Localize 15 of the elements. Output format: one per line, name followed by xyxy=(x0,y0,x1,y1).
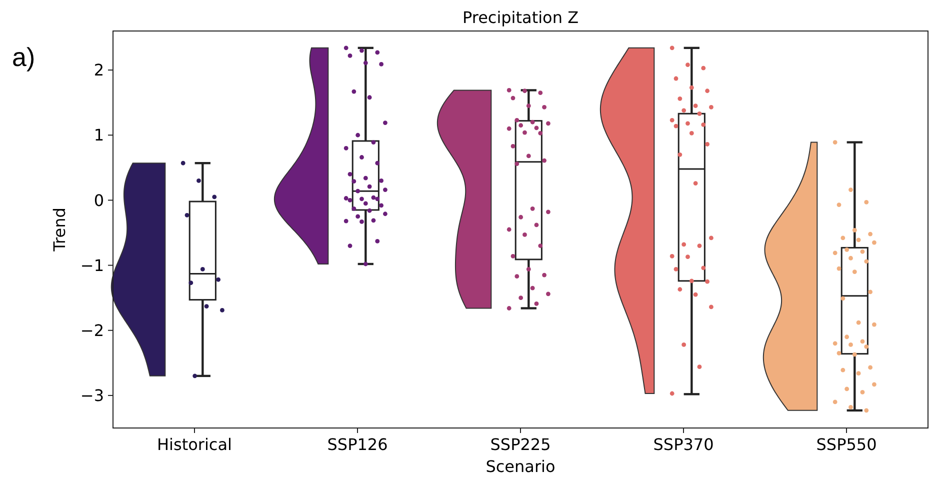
y-tick-label: −2 xyxy=(80,320,104,340)
x-tick-label: SSP370 xyxy=(653,435,714,454)
y-axis-title: Trend xyxy=(50,208,69,252)
chart-title: Precipitation Z xyxy=(462,8,579,27)
y-tick-label: 2 xyxy=(94,60,104,80)
y-tick-label: −3 xyxy=(80,386,104,406)
text: a) xyxy=(12,42,36,72)
x-tick-label: SSP126 xyxy=(327,435,388,454)
x-tick-label: SSP225 xyxy=(490,435,551,454)
x-tick-label: Historical xyxy=(157,435,232,454)
y-tick-label: −1 xyxy=(80,256,104,275)
x-tick-label: SSP550 xyxy=(816,435,877,454)
y-tick-label: 1 xyxy=(94,126,104,145)
y-tick-label: 0 xyxy=(94,190,104,210)
x-axis-title: Scenario xyxy=(486,457,556,476)
